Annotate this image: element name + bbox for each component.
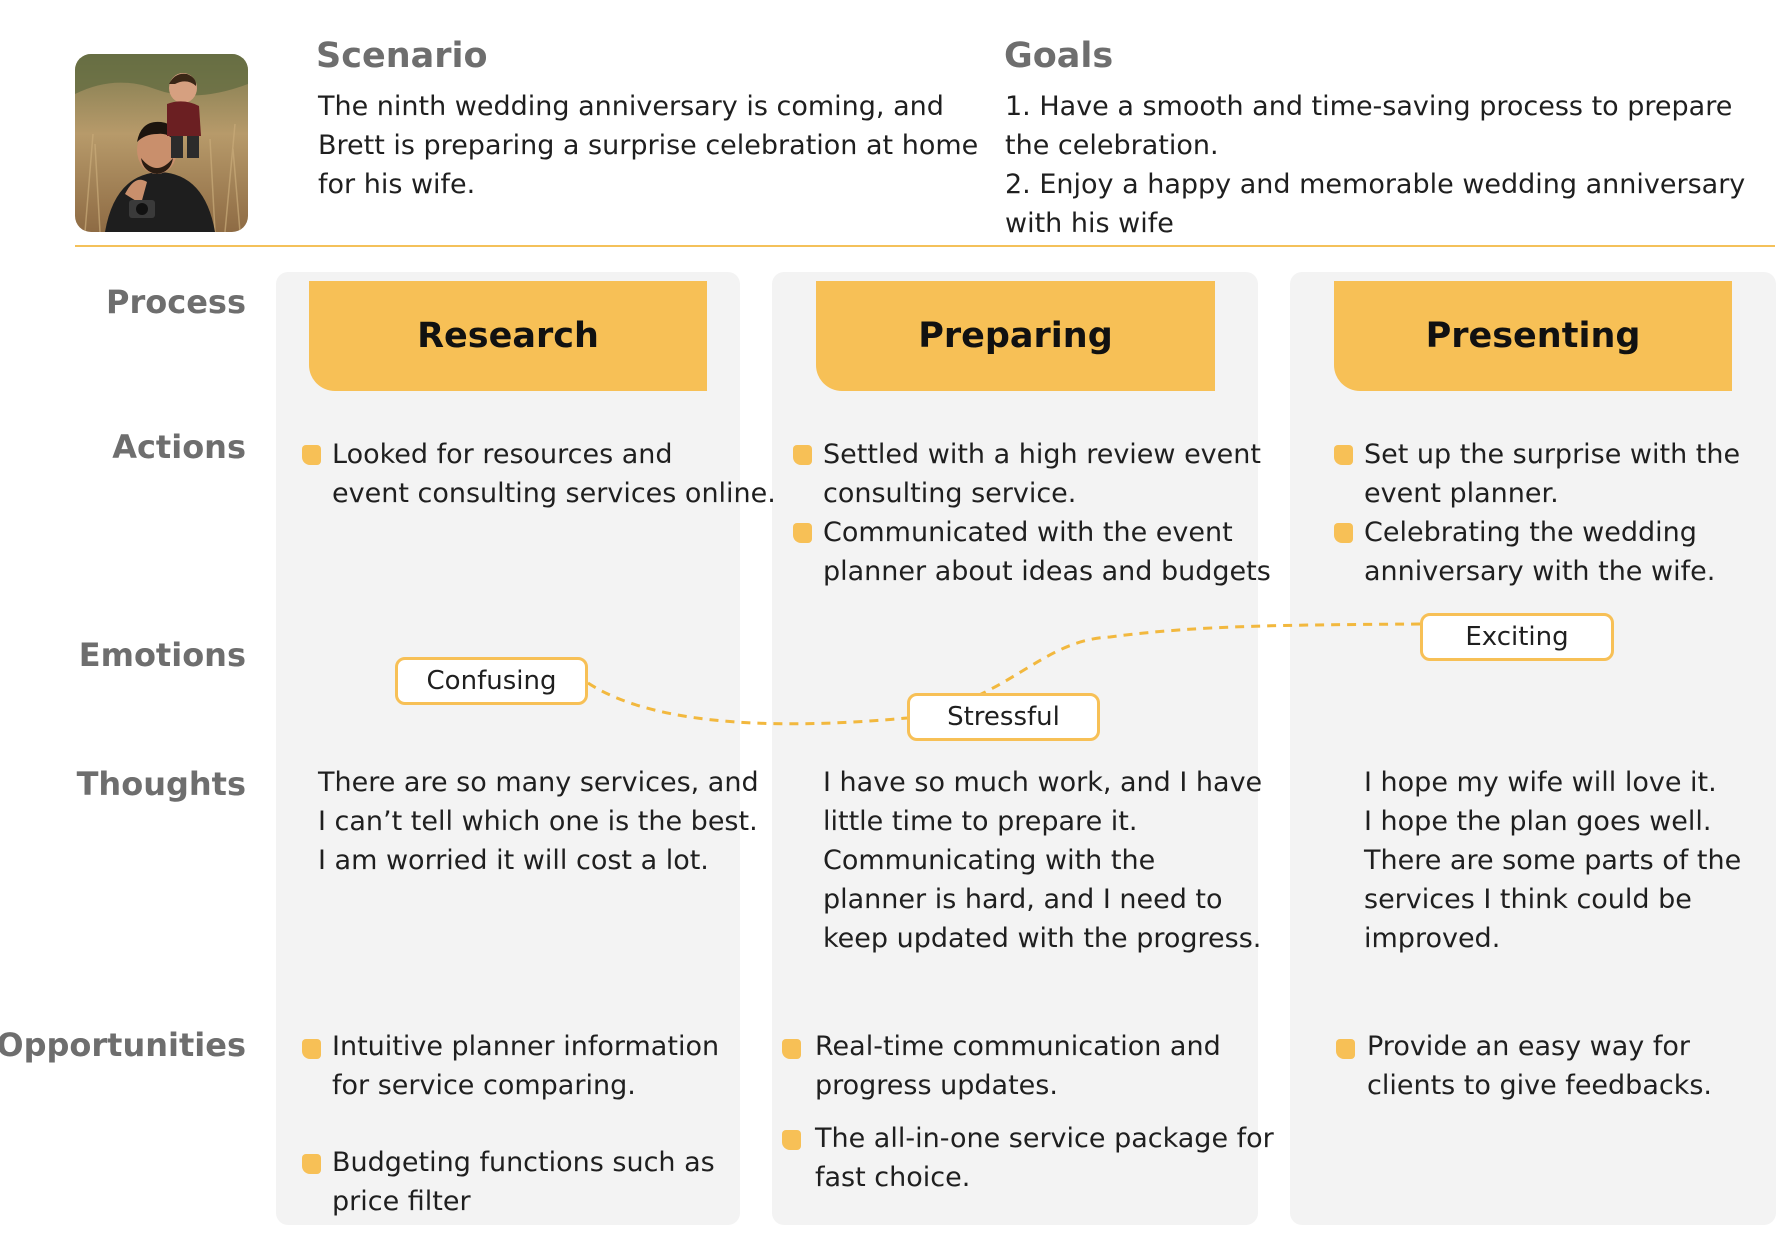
scenario-line: for his wife.: [318, 169, 476, 200]
action-line: event planner.: [1364, 478, 1559, 509]
thoughts-presenting: I hope my wife will love it. I hope the …: [1364, 763, 1741, 958]
action-item: Looked for resources and event consultin…: [332, 435, 776, 513]
thought-line: I can’t tell which one is the best.: [318, 806, 758, 837]
action-line: Celebrating the wedding: [1364, 517, 1697, 548]
opportunity-line: Provide an easy way for: [1367, 1031, 1690, 1062]
goal-line: the celebration.: [1005, 130, 1219, 161]
row-label-emotions: Emotions: [78, 636, 246, 674]
goals-text: 1. Have a smooth and time-saving process…: [1005, 87, 1745, 243]
thoughts-preparing: I have so much work, and I have little t…: [823, 763, 1262, 958]
opportunity-line: price filter: [332, 1186, 471, 1217]
opportunity-line: Budgeting functions such as: [332, 1147, 715, 1178]
emotion-label-stressful: Stressful: [907, 693, 1100, 741]
action-item: Communicated with the event planner abou…: [823, 513, 1271, 591]
row-label-actions: Actions: [112, 428, 246, 466]
row-label-thoughts: Thoughts: [76, 765, 246, 803]
opportunity-item: The all-in-one service package for fast …: [815, 1119, 1274, 1197]
thought-line: There are so many services, and: [318, 767, 759, 798]
thought-line: keep updated with the progress.: [823, 923, 1262, 954]
thought-line: services I think could be: [1364, 884, 1692, 915]
action-line: Set up the surprise with the: [1364, 439, 1741, 470]
action-line: Settled with a high review event: [823, 439, 1261, 470]
bullet-square-icon: [302, 445, 321, 465]
action-line: Looked for resources and: [332, 439, 673, 470]
stage-header-research: Research: [309, 281, 707, 391]
stage-header-preparing: Preparing: [816, 281, 1215, 391]
bullet-square-icon: [782, 1039, 801, 1059]
action-line: Communicated with the event: [823, 517, 1233, 548]
action-line: planner about ideas and budgets: [823, 556, 1271, 587]
persona-photo: [75, 54, 248, 232]
opportunity-line: progress updates.: [815, 1070, 1058, 1101]
stage-panel-presenting: [1290, 272, 1776, 1225]
bullet-square-icon: [793, 445, 812, 465]
opportunity-item: Budgeting functions such as price filter: [332, 1143, 715, 1221]
thought-line: I hope the plan goes well.: [1364, 806, 1712, 837]
goals-title: Goals: [1004, 36, 1114, 76]
scenario-line: Brett is preparing a surprise celebratio…: [318, 130, 979, 161]
row-label-opportunities: Opportunities: [0, 1026, 246, 1064]
action-line: anniversary with the wife.: [1364, 556, 1716, 587]
goal-line: 2. Enjoy a happy and memorable wedding a…: [1005, 169, 1746, 200]
bullet-square-icon: [302, 1154, 321, 1174]
bullet-square-icon: [793, 523, 812, 543]
bullet-square-icon: [1334, 445, 1353, 465]
action-item: Set up the surprise with the event plann…: [1364, 435, 1740, 513]
opportunity-item: Real-time communication and progress upd…: [815, 1027, 1221, 1105]
emotion-curve-path: [587, 622, 1421, 726]
thought-line: I am worried it will cost a lot.: [318, 845, 709, 876]
opportunity-line: Intuitive planner information: [332, 1031, 720, 1062]
opportunity-line: for service comparing.: [332, 1070, 636, 1101]
emotion-label-exciting: Exciting: [1420, 613, 1614, 661]
header-divider: [75, 245, 1775, 247]
thought-line: planner is hard, and I need to: [823, 884, 1223, 915]
stage-panel-research: [276, 272, 740, 1225]
bullet-square-icon: [1334, 523, 1353, 543]
stage-header-presenting: Presenting: [1334, 281, 1732, 391]
scenario-line: The ninth wedding anniversary is coming,…: [318, 91, 944, 122]
thought-line: I have so much work, and I have: [823, 767, 1263, 798]
opportunity-line: Real-time communication and: [815, 1031, 1221, 1062]
thought-line: improved.: [1364, 923, 1501, 954]
stage-panel-preparing: [772, 272, 1258, 1225]
thought-line: There are some parts of the: [1364, 845, 1742, 876]
thought-line: little time to prepare it.: [823, 806, 1138, 837]
scenario-title: Scenario: [316, 36, 488, 76]
thoughts-research: There are so many services, and I can’t …: [318, 763, 759, 880]
goal-line: 1. Have a smooth and time-saving process…: [1005, 91, 1733, 122]
row-label-process: Process: [106, 283, 246, 321]
opportunity-line: clients to give feedbacks.: [1367, 1070, 1712, 1101]
thought-line: I hope my wife will love it.: [1364, 767, 1717, 798]
goal-line: with his wife: [1005, 208, 1174, 239]
action-item: Celebrating the wedding anniversary with…: [1364, 513, 1715, 591]
opportunity-line: fast choice.: [815, 1162, 971, 1193]
scenario-text: The ninth wedding anniversary is coming,…: [318, 87, 978, 204]
opportunity-item: Provide an easy way for clients to give …: [1367, 1027, 1712, 1105]
bullet-square-icon: [782, 1130, 801, 1150]
opportunity-line: The all-in-one service package for: [815, 1123, 1274, 1154]
action-item: Settled with a high review event consult…: [823, 435, 1261, 513]
action-line: consulting service.: [823, 478, 1077, 509]
emotion-label-confusing: Confusing: [395, 657, 588, 705]
bullet-square-icon: [1336, 1039, 1355, 1059]
thought-line: Communicating with the: [823, 845, 1156, 876]
opportunity-item: Intuitive planner information for servic…: [332, 1027, 719, 1105]
bullet-square-icon: [302, 1039, 321, 1059]
action-line: event consulting services online.: [332, 478, 776, 509]
